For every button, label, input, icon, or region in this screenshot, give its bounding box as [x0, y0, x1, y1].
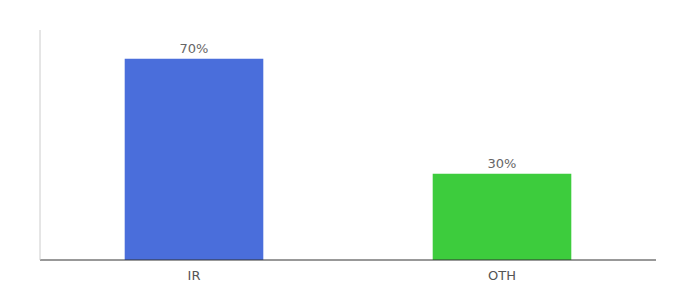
- bar: [433, 174, 572, 260]
- data-label: 30%: [488, 156, 517, 171]
- bar: [125, 59, 264, 260]
- bars: [125, 59, 572, 260]
- y-axis-line: [40, 30, 41, 260]
- x-tick-label: IR: [188, 268, 201, 283]
- data-label: 70%: [180, 41, 209, 56]
- chart: IR OTH 70% 30%: [0, 0, 680, 300]
- axes: IR OTH: [40, 30, 656, 283]
- data-labels: 70% 30%: [180, 41, 517, 171]
- x-tick-label: OTH: [488, 268, 516, 283]
- x-axis-line: [40, 260, 656, 261]
- chart-container: IR OTH 70% 30%: [0, 0, 680, 300]
